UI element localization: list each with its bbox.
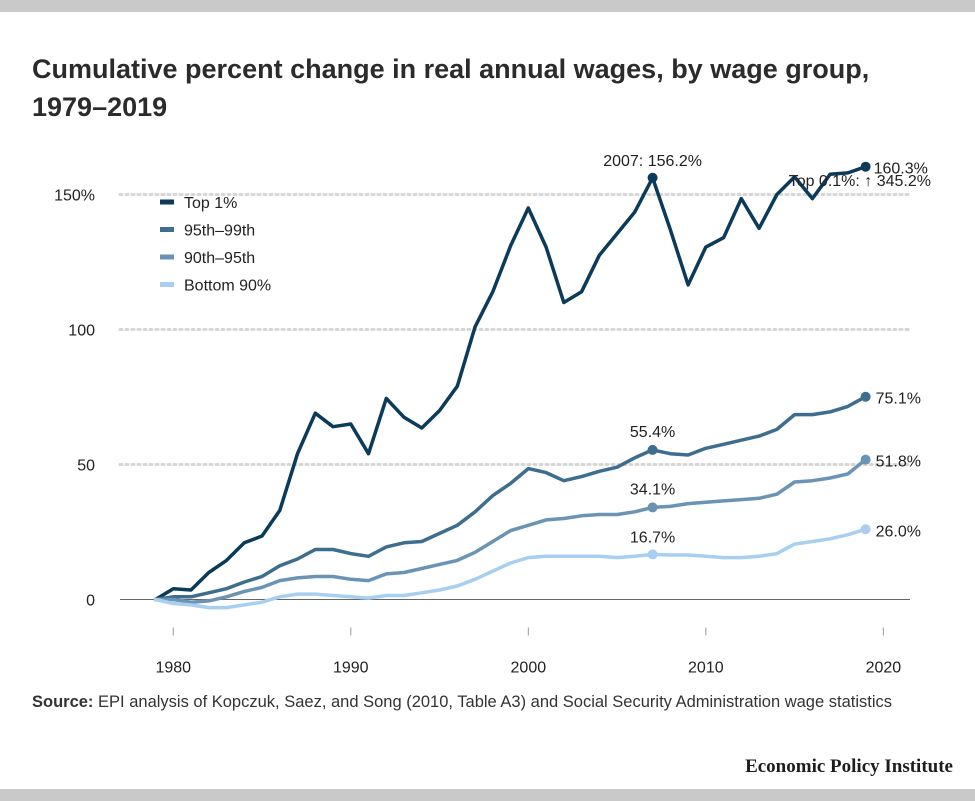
data-label-0: 2007: 156.2% [603, 153, 702, 170]
data-label-5: 51.8% [876, 454, 921, 471]
series-line-90th-95th [153, 457, 868, 604]
legend-label-2: 90th–95th [184, 250, 255, 267]
publisher-logo: Economic Policy Institute [745, 756, 953, 777]
data-point-marker-5 [860, 454, 871, 465]
data-label-1: 160.3% [874, 161, 928, 178]
data-point-marker-3 [860, 391, 871, 402]
series-line-95th-99th [153, 394, 868, 602]
source-text: EPI analysis of Kopczuk, Saez, and Song … [98, 693, 892, 711]
source-label: Source: [32, 693, 94, 711]
legend-label-0: Top 1% [184, 195, 237, 212]
data-label-7: 26.0% [876, 523, 921, 540]
data-point-marker-6 [647, 549, 658, 560]
data-point-marker-0 [647, 172, 658, 183]
data-label-3: 75.1% [876, 391, 921, 408]
legend-label-1: 95th–99th [184, 223, 255, 240]
data-label-6: 16.7% [630, 529, 675, 546]
x-tick-label-2020: 2020 [866, 660, 902, 677]
y-tick-label-100: 100 [68, 323, 95, 340]
bottom-border [0, 789, 975, 801]
data-point-marker-1 [860, 161, 871, 172]
y-tick-label-0: 0 [86, 593, 95, 610]
data-point-marker-2 [647, 444, 658, 455]
legend-label-3: Bottom 90% [184, 278, 271, 295]
data-point-marker-7 [860, 524, 871, 535]
y-tick-label-150: 150% [54, 188, 95, 205]
data-point-marker-4 [647, 502, 658, 513]
data-label-2: 55.4% [630, 424, 675, 441]
chart-title: Cumulative percent change in real annual… [32, 54, 870, 122]
top-border [0, 0, 975, 12]
source-note: Source: EPI analysis of Kopczuk, Saez, a… [32, 690, 952, 714]
series-line-top-1- [153, 164, 868, 602]
x-tick-label-1990: 1990 [333, 660, 369, 677]
y-tick-label-50: 50 [77, 458, 95, 475]
x-tick-label-2000: 2000 [511, 660, 547, 677]
x-tick-label-2010: 2010 [688, 660, 724, 677]
series-line-bottom-90- [153, 527, 868, 610]
data-label-4: 34.1% [630, 481, 675, 498]
top-note: Top 0.1%: ↑ 345.2% [789, 173, 931, 190]
x-tick-label-1980: 1980 [155, 660, 191, 677]
